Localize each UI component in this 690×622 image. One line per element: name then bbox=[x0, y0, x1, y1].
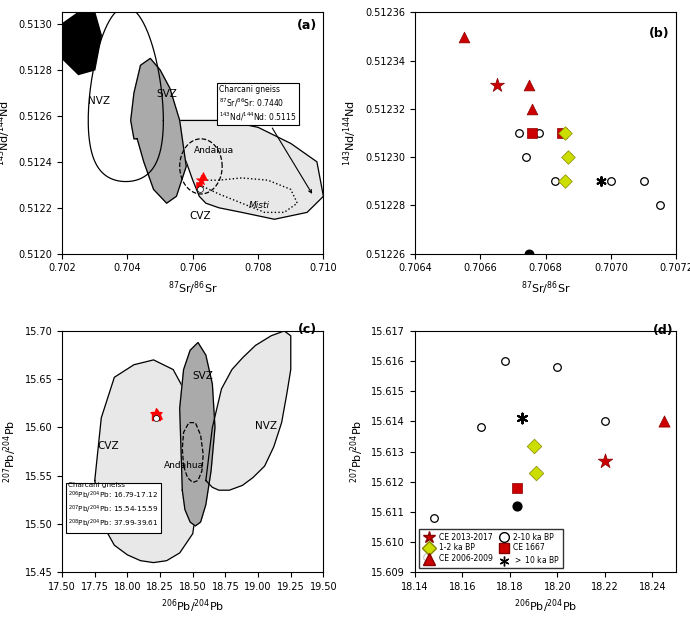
Point bbox=[552, 362, 563, 372]
Point bbox=[556, 128, 567, 138]
Text: CVZ: CVZ bbox=[190, 211, 211, 221]
Point bbox=[533, 128, 544, 138]
Point bbox=[150, 409, 161, 419]
Point bbox=[150, 411, 161, 421]
Point bbox=[527, 104, 538, 114]
Y-axis label: $^{207}$Pb/$^{204}$Pb: $^{207}$Pb/$^{204}$Pb bbox=[348, 420, 366, 483]
Polygon shape bbox=[95, 360, 199, 562]
Point bbox=[511, 483, 522, 493]
X-axis label: $^{206}$Pb/$^{204}$Pb: $^{206}$Pb/$^{204}$Pb bbox=[514, 598, 577, 615]
Polygon shape bbox=[160, 121, 324, 220]
Point bbox=[654, 200, 665, 210]
Point bbox=[197, 170, 208, 180]
Point bbox=[458, 32, 469, 42]
Text: (b): (b) bbox=[649, 27, 670, 40]
Text: Charcani gneiss
$^{206}$Pb/$^{204}$Pb: 16.79-17.12
$^{207}$Pb/$^{204}$Pb: 15.54-: Charcani gneiss $^{206}$Pb/$^{204}$Pb: 1… bbox=[68, 482, 159, 531]
Y-axis label: $^{143}$Nd/$^{144}$Nd: $^{143}$Nd/$^{144}$Nd bbox=[342, 100, 359, 166]
Point bbox=[595, 177, 607, 187]
Point bbox=[524, 80, 535, 90]
Point bbox=[600, 456, 611, 466]
Polygon shape bbox=[179, 343, 215, 526]
Text: SVZ: SVZ bbox=[193, 371, 214, 381]
Point bbox=[520, 152, 531, 162]
Text: Misti: Misti bbox=[248, 201, 269, 210]
Point bbox=[638, 177, 649, 187]
Point bbox=[659, 417, 670, 427]
Text: CVZ: CVZ bbox=[97, 441, 119, 451]
Text: Andahua: Andahua bbox=[195, 146, 235, 155]
Point bbox=[550, 177, 561, 187]
Point bbox=[600, 417, 611, 427]
Point bbox=[527, 128, 538, 138]
Point bbox=[421, 552, 432, 562]
Point bbox=[511, 501, 522, 511]
X-axis label: $^{206}$Pb/$^{204}$Pb: $^{206}$Pb/$^{204}$Pb bbox=[161, 598, 224, 615]
Text: MORB: MORB bbox=[70, 40, 97, 49]
Text: Andahua: Andahua bbox=[164, 461, 204, 470]
Point bbox=[491, 80, 502, 90]
Point bbox=[193, 180, 204, 190]
Text: (a): (a) bbox=[297, 19, 317, 32]
Point bbox=[152, 409, 163, 419]
Point bbox=[563, 152, 574, 162]
Text: NVZ: NVZ bbox=[88, 96, 110, 106]
Point bbox=[528, 440, 539, 450]
Point bbox=[514, 128, 525, 138]
X-axis label: $^{87}$Sr/$^{86}$Sr: $^{87}$Sr/$^{86}$Sr bbox=[521, 279, 571, 297]
Y-axis label: $^{143}$Nd/$^{144}$Nd: $^{143}$Nd/$^{144}$Nd bbox=[0, 100, 13, 166]
Point bbox=[605, 177, 616, 187]
Text: SVZ: SVZ bbox=[157, 90, 178, 100]
Point bbox=[500, 356, 511, 366]
Point bbox=[560, 128, 571, 138]
Point bbox=[428, 513, 440, 523]
Text: NVZ: NVZ bbox=[255, 421, 277, 432]
Polygon shape bbox=[130, 58, 186, 203]
Point bbox=[560, 177, 571, 187]
X-axis label: $^{87}$Sr/$^{86}$Sr: $^{87}$Sr/$^{86}$Sr bbox=[168, 279, 217, 297]
Polygon shape bbox=[62, 12, 101, 75]
Point bbox=[476, 422, 487, 432]
Text: Charcani gneiss
$^{87}$Sr/$^{86}$Sr: 0.7440
$^{143}$Nd/$^{144}$Nd: 0.5115: Charcani gneiss $^{87}$Sr/$^{86}$Sr: 0.7… bbox=[219, 85, 312, 193]
Legend: CE 2013-2017, 1-2 ka BP, CE 2006-2009, 2-10 ka BP, CE 1667, $>$ 10 ka BP: CE 2013-2017, 1-2 ka BP, CE 2006-2009, 2… bbox=[419, 529, 563, 569]
Text: (c): (c) bbox=[298, 323, 317, 336]
Polygon shape bbox=[206, 331, 290, 490]
Point bbox=[516, 414, 527, 424]
Point bbox=[531, 468, 542, 478]
Point bbox=[524, 249, 535, 259]
Point bbox=[150, 413, 161, 423]
Point bbox=[195, 175, 206, 185]
Point bbox=[195, 184, 206, 194]
Text: (d): (d) bbox=[653, 324, 674, 337]
Y-axis label: $^{207}$Pb/$^{204}$Pb: $^{207}$Pb/$^{204}$Pb bbox=[1, 420, 19, 483]
